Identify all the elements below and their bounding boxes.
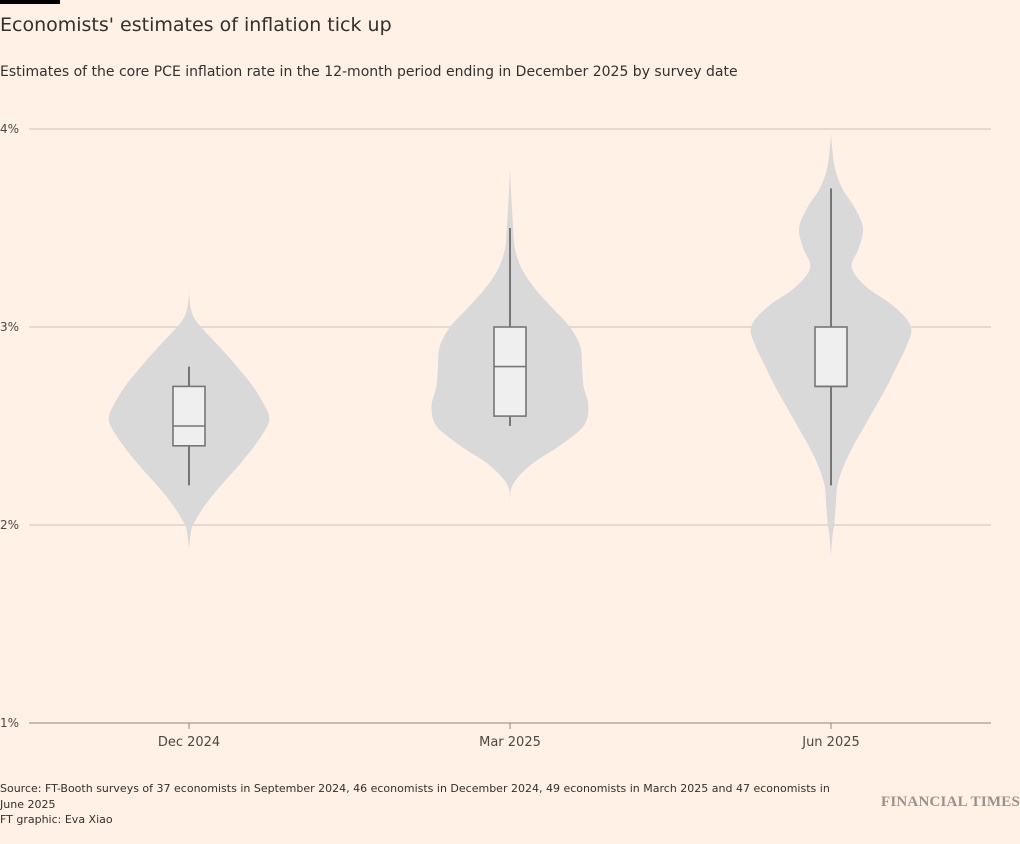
violins <box>108 130 912 555</box>
x-tick-label: Mar 2025 <box>479 735 541 750</box>
x-tick-label: Jun 2025 <box>801 735 860 750</box>
y-tick-label: 2% <box>0 518 19 532</box>
ft-top-bar <box>0 0 60 4</box>
iqr-box <box>172 385 206 447</box>
violin-chart: 1% 2% 3% 4% Dec 2024 Mar 2025 Jun 2025 <box>0 122 991 750</box>
financial-times-logo: FINANCIAL TIMES <box>880 794 1020 810</box>
y-tick-label: 1% <box>0 716 19 730</box>
graphic-credit: FT graphic: Eva Xiao <box>0 813 113 826</box>
y-tick-label: 4% <box>0 122 19 136</box>
iqr-box <box>493 326 527 417</box>
chart-subtitle: Estimates of the core PCE inflation rate… <box>0 64 738 80</box>
chart-title: Economists' estimates of inflation tick … <box>0 14 392 36</box>
axes: 1% 2% 3% 4% Dec 2024 Mar 2025 Jun 2025 <box>0 122 860 750</box>
y-tick-label: 3% <box>0 320 19 334</box>
iqr-box <box>814 326 848 388</box>
source-note: Source: FT-Booth surveys of 37 economist… <box>0 782 830 811</box>
x-tick-label: Dec 2024 <box>158 735 220 750</box>
